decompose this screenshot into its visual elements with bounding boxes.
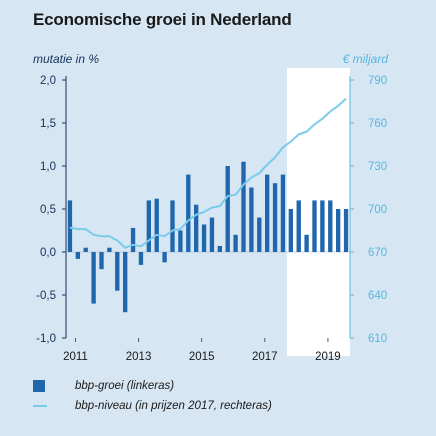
- forecast-band: [286, 68, 350, 356]
- left-axis-unit: mutatie in %: [33, 52, 100, 66]
- bar: [288, 209, 294, 252]
- bar: [154, 198, 159, 252]
- right-tick-label: 760: [368, 118, 387, 130]
- bar: [257, 217, 262, 252]
- right-tick-label: 610: [368, 333, 387, 345]
- bar: [201, 224, 207, 252]
- bar: [296, 200, 301, 252]
- bar: [225, 166, 230, 252]
- bar: [75, 252, 81, 259]
- bar: [209, 217, 215, 252]
- bar: [241, 161, 246, 252]
- bar: [264, 174, 270, 252]
- bar: [83, 247, 88, 252]
- left-tick-label: 1,5: [40, 118, 56, 130]
- left-tick-label: 0,5: [40, 204, 56, 216]
- x-tick-label: 2015: [189, 351, 215, 363]
- bar: [217, 245, 223, 252]
- right-tick-label: 640: [368, 290, 387, 302]
- left-tick-label: -1,0: [36, 333, 56, 345]
- legend-bar-label: bbp-groei (linkeras): [75, 380, 175, 392]
- right-tick-label: 790: [368, 75, 387, 87]
- bar: [335, 209, 341, 252]
- right-axis-unit: € miljard: [342, 52, 388, 66]
- bar: [312, 200, 317, 252]
- legend-item-line: bbp-niveau (in prijzen 2017, rechteras): [33, 400, 272, 412]
- x-tick-label: 2013: [126, 351, 152, 363]
- right-tick-label: 700: [368, 204, 387, 216]
- left-tick-label: -0,5: [36, 290, 56, 302]
- left-tick-label: 0,0: [40, 247, 56, 259]
- bar: [107, 247, 112, 252]
- bar: [115, 252, 120, 291]
- bar: [138, 252, 144, 265]
- bar: [249, 187, 254, 252]
- right-tick-label: 670: [368, 247, 387, 259]
- bar: [122, 252, 128, 313]
- legend-line-swatch: [33, 405, 47, 407]
- x-tick-label: 2017: [252, 351, 278, 363]
- bar: [233, 234, 238, 252]
- bar: [320, 200, 325, 252]
- bar: [67, 200, 73, 252]
- bar: [99, 252, 104, 270]
- bar: [328, 200, 333, 252]
- x-tick-label: 2011: [63, 351, 88, 363]
- bar: [170, 200, 175, 252]
- left-tick-label: 2,0: [40, 75, 56, 87]
- chart-title: Economische groei in Nederland: [33, 10, 292, 29]
- bar: [91, 252, 96, 304]
- bar: [280, 174, 286, 252]
- bar: [304, 234, 309, 252]
- x-tick-label: 2019: [315, 351, 341, 363]
- left-tick-label: 1,0: [40, 161, 56, 173]
- bar: [272, 183, 278, 252]
- bar: [146, 200, 152, 252]
- bar: [193, 204, 199, 252]
- legend-line-label: bbp-niveau (in prijzen 2017, rechteras): [75, 400, 272, 412]
- bar: [186, 174, 191, 252]
- legend-item-bars: bbp-groei (linkeras): [33, 380, 174, 392]
- bar: [130, 227, 136, 252]
- bar: [162, 252, 167, 263]
- right-tick-label: 730: [368, 161, 387, 173]
- bar: [178, 230, 183, 252]
- bar: [343, 209, 349, 252]
- legend-bar-swatch: [33, 380, 45, 392]
- series-line: [69, 97, 347, 249]
